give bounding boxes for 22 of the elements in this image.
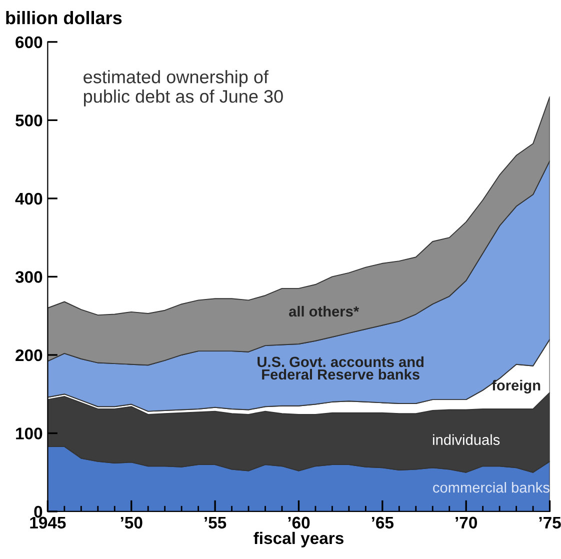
x-tick-label: ’65 (372, 516, 394, 529)
series-label: U.S. Govt. accounts and Federal Reserve banks (258, 356, 424, 380)
x-tick-label: ’75 (539, 516, 561, 529)
y-tick-label: 200 (16, 349, 42, 362)
x-tick-label: ’50 (120, 516, 142, 529)
annotation: estimated ownership of public debt as of June 30 (84, 70, 283, 106)
x-tick-label: ’60 (288, 516, 310, 529)
series-label: individuals (433, 434, 500, 445)
x-tick-label: 1945 (30, 516, 66, 529)
y-tick-label: 300 (15, 271, 42, 283)
y-tick-label: 600 (16, 36, 42, 48)
x-axis-title: fiscal years (254, 532, 344, 548)
series-label: commercial banks (433, 482, 550, 493)
series-label: foreign (492, 380, 540, 394)
y-tick-label: 0 (34, 506, 42, 518)
y-tick-label: 500 (16, 114, 42, 126)
series-label: all others* (289, 306, 360, 317)
y-axis-title: billion dollars (6, 11, 122, 24)
x-tick-label: ’70 (456, 516, 477, 529)
y-tick-label: 100 (16, 428, 42, 440)
x-tick-label: ’55 (204, 516, 226, 529)
y-tick-label: 400 (15, 192, 42, 205)
